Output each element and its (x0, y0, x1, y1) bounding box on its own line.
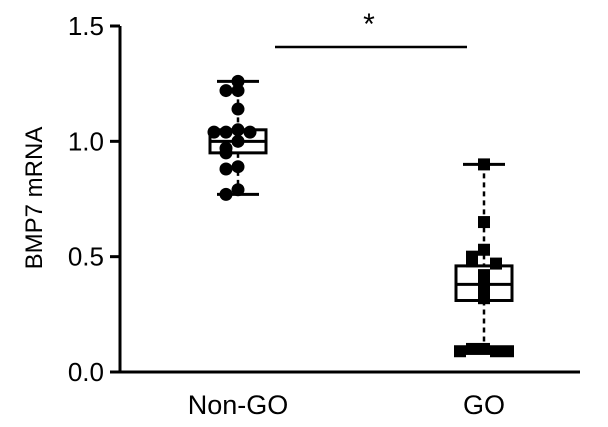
data-point (219, 146, 233, 160)
data-point (243, 125, 257, 139)
data-point (219, 162, 233, 176)
data-points (207, 74, 514, 358)
data-point (478, 269, 490, 282)
data-point (231, 74, 245, 88)
data-point (478, 216, 490, 229)
data-point (478, 158, 490, 171)
data-point (231, 183, 245, 197)
y-tick-label: 0.5 (68, 242, 104, 272)
data-point (478, 342, 490, 355)
significance-annotation: * (275, 8, 467, 49)
boxes (208, 79, 514, 353)
data-point (502, 345, 514, 358)
significance-label: * (363, 8, 375, 41)
x-tick-label: Non-GO (188, 390, 289, 420)
data-point (231, 84, 245, 98)
y-tick-label: 1.5 (68, 11, 104, 41)
data-point (478, 280, 490, 293)
y-axis-label: BMP7 mRNA (21, 127, 48, 270)
data-point (219, 84, 233, 98)
y-tick-label: 1.0 (68, 126, 104, 156)
x-tick-label: GO (463, 390, 505, 420)
data-point (207, 125, 221, 139)
data-point (478, 243, 490, 256)
data-point (466, 255, 478, 268)
data-point (466, 342, 478, 355)
data-point (490, 345, 502, 358)
data-point (231, 102, 245, 116)
data-point (219, 125, 233, 139)
data-point (231, 160, 245, 174)
axes: 0.0 0.5 1.0 1.5 Non-GO GO (68, 11, 580, 420)
data-point (219, 187, 233, 201)
y-tick-label: 0.0 (68, 357, 104, 387)
data-point (478, 292, 490, 305)
data-point (231, 134, 245, 148)
data-point (490, 257, 502, 270)
data-point (231, 123, 245, 137)
data-point (454, 345, 466, 358)
